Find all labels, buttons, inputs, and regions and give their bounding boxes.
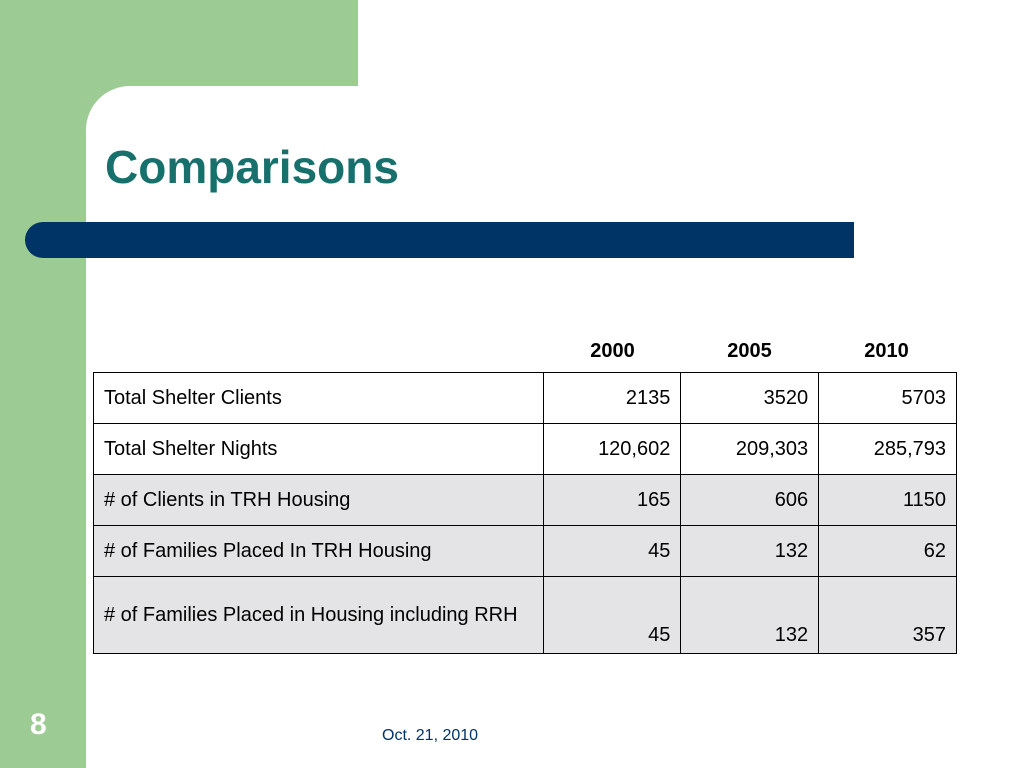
table-row: # of Clients in TRH Housing 165 606 1150 [93, 474, 957, 526]
title-underline-bar [25, 222, 854, 258]
slide-title: Comparisons [105, 141, 399, 193]
cell-2000: 45 [542, 576, 682, 654]
background-top-strip [358, 0, 1024, 86]
cell-2005: 132 [680, 525, 820, 577]
row-label: # of Families Placed In TRH Housing [93, 525, 544, 577]
cell-2000: 165 [542, 474, 682, 526]
comparison-table: Total Shelter Clients 2135 3520 5703 Tot… [93, 372, 957, 654]
cell-2010: 285,793 [818, 423, 957, 475]
column-header-2010: 2010 [864, 340, 909, 362]
page-number: 8 [30, 708, 47, 741]
column-header-2000: 2000 [590, 340, 635, 362]
cell-2005: 3520 [680, 372, 820, 424]
row-label: # of Families Placed in Housing includin… [93, 576, 544, 654]
cell-2010: 62 [818, 525, 957, 577]
cell-2000: 45 [542, 525, 682, 577]
cell-2000: 2135 [542, 372, 682, 424]
cell-2000: 120,602 [542, 423, 682, 475]
cell-2010: 5703 [818, 372, 957, 424]
cell-2005: 606 [680, 474, 820, 526]
footer-date: Oct. 21, 2010 [382, 727, 479, 744]
row-label: Total Shelter Nights [93, 423, 544, 475]
column-header-2005: 2005 [727, 340, 772, 362]
cell-2005: 209,303 [680, 423, 820, 475]
table-row: Total Shelter Nights 120,602 209,303 285… [93, 423, 957, 475]
table-row: Total Shelter Clients 2135 3520 5703 [93, 372, 957, 424]
row-label: Total Shelter Clients [93, 372, 544, 424]
cell-2010: 1150 [818, 474, 957, 526]
table-row: # of Families Placed in Housing includin… [93, 576, 957, 654]
row-label: # of Clients in TRH Housing [93, 474, 544, 526]
cell-2010: 357 [818, 576, 957, 654]
cell-2005: 132 [680, 576, 820, 654]
table-row: # of Families Placed In TRH Housing 45 1… [93, 525, 957, 577]
